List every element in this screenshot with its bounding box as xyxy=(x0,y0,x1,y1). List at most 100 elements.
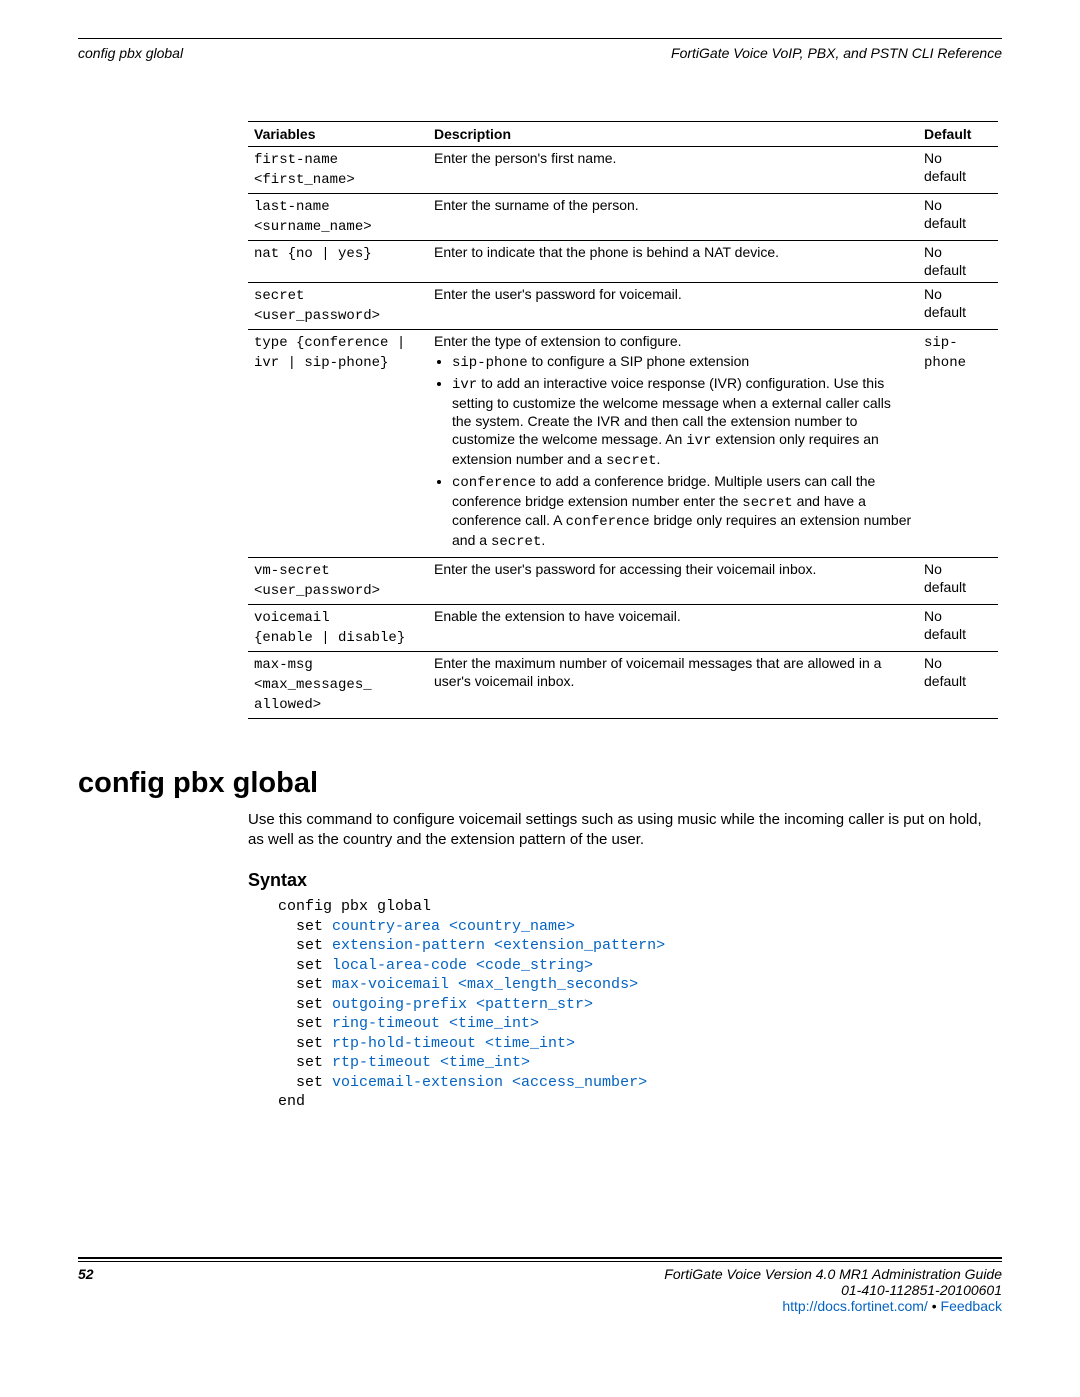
var-code: last-name xyxy=(254,199,330,215)
page-footer: 52 FortiGate Voice Version 4.0 MR1 Admin… xyxy=(78,1266,1002,1314)
variables-table: Variables Description Default first-name… xyxy=(248,121,998,719)
desc-cell: Enter the type of extension to configure… xyxy=(428,330,918,558)
footer-link-feedback[interactable]: Feedback xyxy=(941,1298,1002,1314)
default-text: default xyxy=(924,304,966,320)
footer-rule xyxy=(78,1257,1002,1259)
table-row: max-msg <max_messages_ allowed> Enter th… xyxy=(248,651,998,718)
var-code: {enable | disable} xyxy=(254,630,405,646)
default-cell: No default xyxy=(918,558,998,605)
bullet-text: to configure a SIP phone extension xyxy=(528,353,750,369)
desc-intro: Enter the type of extension to configure… xyxy=(434,333,682,349)
code-kw: set xyxy=(278,1035,332,1052)
default-text: No xyxy=(924,561,942,577)
page-number: 52 xyxy=(78,1266,94,1314)
document-page: config pbx global FortiGate Voice VoIP, … xyxy=(0,0,1080,1344)
desc-cell: Enter the person's first name. xyxy=(428,147,918,194)
col-header-description: Description xyxy=(428,122,918,147)
footer-title: FortiGate Voice Version 4.0 MR1 Administ… xyxy=(664,1266,1002,1282)
var-code: type {conference | xyxy=(254,335,405,351)
var-code: <first_name> xyxy=(254,172,355,188)
default-text: sip- xyxy=(924,335,958,351)
default-cell: No default xyxy=(918,147,998,194)
desc-cell: Enter the user's password for accessing … xyxy=(428,558,918,605)
default-text: No xyxy=(924,286,942,302)
list-item: ivr to add an interactive voice response… xyxy=(452,375,912,471)
var-code: <max_messages_ xyxy=(254,677,372,693)
header-left: config pbx global xyxy=(78,45,183,61)
inline-code: secret xyxy=(606,453,656,469)
default-text: default xyxy=(924,626,966,642)
code-kw: set xyxy=(278,996,332,1013)
table-row: voicemail {enable | disable} Enable the … xyxy=(248,605,998,652)
desc-cell: Enable the extension to have voicemail. xyxy=(428,605,918,652)
footer-docid: 01-410-112851-20100601 xyxy=(664,1282,1002,1298)
inline-code: secret xyxy=(491,534,541,550)
code-kw: set xyxy=(278,1015,332,1032)
section-heading: config pbx global xyxy=(78,767,1002,800)
header-rule xyxy=(78,38,1002,39)
default-cell: No default xyxy=(918,605,998,652)
var-code: nat {no | yes} xyxy=(254,246,372,262)
col-header-default: Default xyxy=(918,122,998,147)
default-text: default xyxy=(924,262,966,278)
table-row: type {conference | ivr | sip-phone} Ente… xyxy=(248,330,998,558)
var-cell: last-name <surname_name> xyxy=(248,193,428,240)
default-text: default xyxy=(924,215,966,231)
footer-sep: • xyxy=(928,1298,941,1314)
bullet-text: . xyxy=(541,532,545,548)
code-kw: set xyxy=(278,918,332,935)
var-cell: secret <user_password> xyxy=(248,283,428,330)
var-cell: max-msg <max_messages_ allowed> xyxy=(248,651,428,718)
default-cell: No default xyxy=(918,283,998,330)
inline-code: secret xyxy=(742,495,792,511)
code-kw: set xyxy=(278,1074,332,1091)
var-cell: first-name <first_name> xyxy=(248,147,428,194)
desc-bullets: sip-phone to configure a SIP phone exten… xyxy=(434,353,912,552)
syntax-code-block: config pbx global set country-area <coun… xyxy=(278,897,1002,1112)
syntax-link[interactable]: country-area <country_name> xyxy=(332,918,575,935)
table-row: vm-secret <user_password> Enter the user… xyxy=(248,558,998,605)
syntax-heading: Syntax xyxy=(248,870,1002,891)
table-row: last-name <surname_name> Enter the surna… xyxy=(248,193,998,240)
var-code: ivr | sip-phone} xyxy=(254,355,388,371)
syntax-link[interactable]: local-area-code <code_string> xyxy=(332,957,593,974)
syntax-link[interactable]: extension-pattern <extension_pattern> xyxy=(332,937,665,954)
syntax-link[interactable]: voicemail-extension <access_number> xyxy=(332,1074,647,1091)
var-cell: type {conference | ivr | sip-phone} xyxy=(248,330,428,558)
syntax-link[interactable]: rtp-hold-timeout <time_int> xyxy=(332,1035,575,1052)
inline-code: ivr xyxy=(452,377,477,393)
var-code: <user_password> xyxy=(254,583,380,599)
list-item: sip-phone to configure a SIP phone exten… xyxy=(452,353,912,373)
var-code: <user_password> xyxy=(254,308,380,324)
inline-code: sip-phone xyxy=(452,355,528,371)
footer-link-docs[interactable]: http://docs.fortinet.com/ xyxy=(782,1298,928,1314)
default-text: default xyxy=(924,673,966,689)
col-header-variables: Variables xyxy=(248,122,428,147)
code-line: config pbx global xyxy=(278,898,431,915)
default-text: default xyxy=(924,168,966,184)
syntax-link[interactable]: max-voicemail <max_length_seconds> xyxy=(332,976,638,993)
default-cell: No default xyxy=(918,193,998,240)
desc-cell: Enter the surname of the person. xyxy=(428,193,918,240)
footer-links: http://docs.fortinet.com/ • Feedback xyxy=(664,1298,1002,1314)
inline-code: conference xyxy=(452,475,536,491)
syntax-link[interactable]: outgoing-prefix <pattern_str> xyxy=(332,996,593,1013)
default-cell: sip- phone xyxy=(918,330,998,558)
syntax-link[interactable]: ring-timeout <time_int> xyxy=(332,1015,539,1032)
default-text: No xyxy=(924,608,942,624)
var-code: allowed> xyxy=(254,697,321,713)
table-row: secret <user_password> Enter the user's … xyxy=(248,283,998,330)
code-kw: set xyxy=(278,976,332,993)
inline-code: ivr xyxy=(686,433,711,449)
syntax-link[interactable]: rtp-timeout <time_int> xyxy=(332,1054,530,1071)
default-cell: No default xyxy=(918,240,998,283)
table-row: nat {no | yes} Enter to indicate that th… xyxy=(248,240,998,283)
table-row: first-name <first_name> Enter the person… xyxy=(248,147,998,194)
var-code: <surname_name> xyxy=(254,219,372,235)
list-item: conference to add a conference bridge. M… xyxy=(452,473,912,553)
var-code: secret xyxy=(254,288,304,304)
var-cell: vm-secret <user_password> xyxy=(248,558,428,605)
table-header-row: Variables Description Default xyxy=(248,122,998,147)
default-text: No xyxy=(924,150,942,166)
footer-rule-inner xyxy=(78,1261,1002,1262)
